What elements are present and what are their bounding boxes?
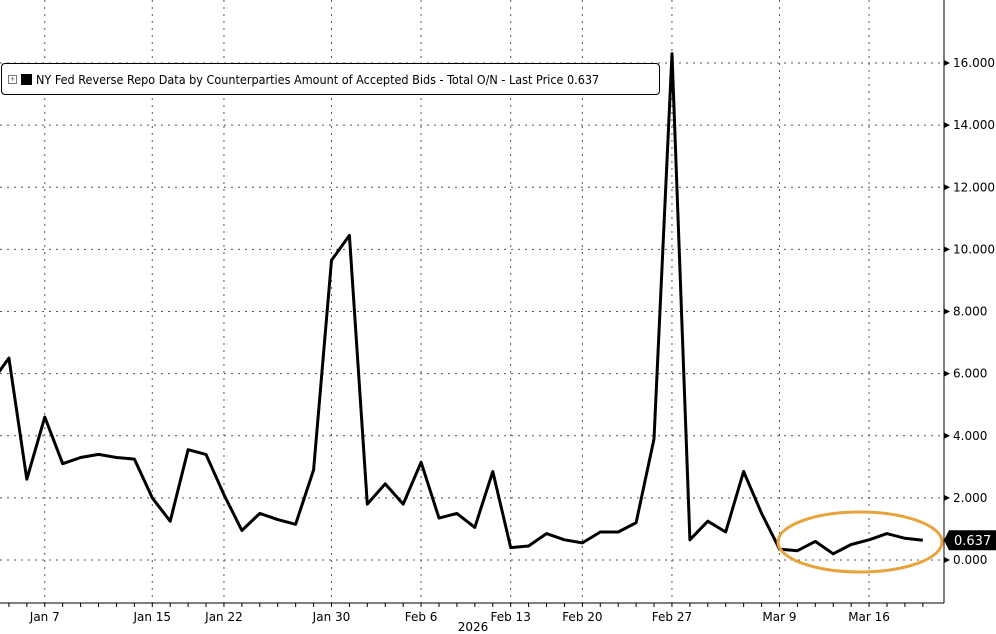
y-tick (944, 557, 950, 563)
y-tick-label: 0.000 (953, 553, 987, 567)
y-tick (944, 494, 950, 501)
y-tick-label: 4.000 (953, 429, 987, 443)
y-tick-label: 10.000 (953, 242, 995, 256)
y-tick (944, 184, 950, 191)
y-tick (944, 432, 950, 439)
x-tick-label: Feb 20 (562, 610, 602, 624)
x-tick-label: Feb 6 (405, 610, 438, 624)
x-tick-label: Jan 15 (132, 610, 171, 624)
last-price-label: 0.637 (954, 534, 991, 549)
x-tick-label: Jan 7 (29, 610, 60, 624)
y-tick-label: 14.000 (953, 118, 995, 132)
x-tick-label: Feb 27 (652, 610, 692, 624)
x-tick-label: Jan 22 (204, 610, 243, 624)
x-tick-label: Mar 16 (848, 610, 890, 624)
x-tick-label: Mar 9 (762, 610, 796, 624)
y-tick-label: 16.000 (953, 56, 995, 70)
y-tick (944, 122, 950, 129)
y-tick (944, 370, 950, 377)
y-tick (944, 308, 950, 315)
series-line (0, 52, 923, 556)
x-axis-label: 2026 (458, 620, 489, 634)
legend-label: NY Fed Reverse Repo Data by Counterparti… (36, 71, 600, 87)
last-price-tag (944, 530, 996, 551)
legend: + NY Fed Reverse Repo Data by Counterpar… (1, 63, 660, 95)
y-tick (944, 60, 950, 67)
legend-swatch (21, 73, 32, 85)
highlight-ellipse (776, 510, 944, 574)
y-tick-label: 2.000 (953, 491, 987, 505)
x-tick-label: Jan 30 (312, 610, 351, 624)
expand-icon[interactable]: + (8, 74, 17, 84)
y-tick-label: 12.000 (953, 180, 995, 194)
y-tick (944, 246, 950, 253)
x-tick-label: Feb 13 (491, 610, 531, 624)
y-tick-label: 8.000 (953, 305, 987, 319)
y-tick-label: 6.000 (953, 367, 987, 381)
